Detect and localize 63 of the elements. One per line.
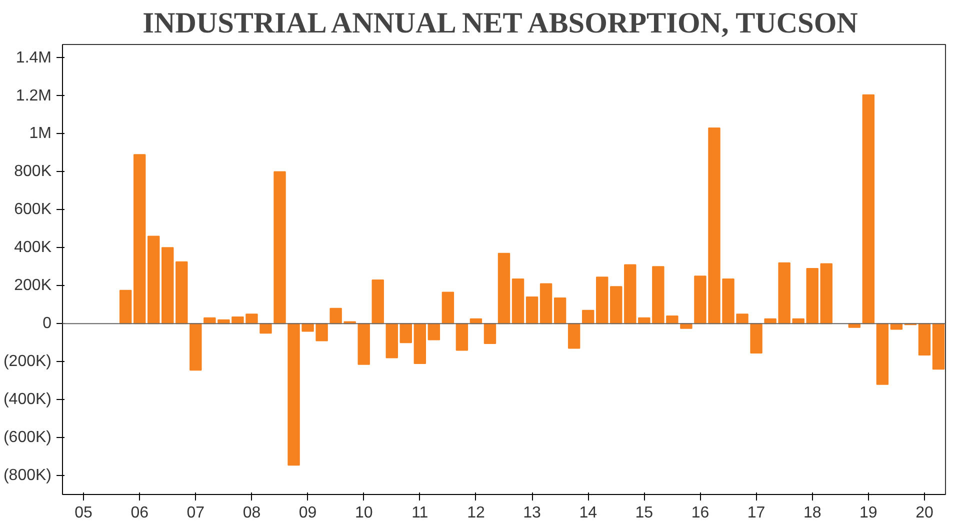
x-tick-label: 11: [412, 504, 428, 522]
chart-title: INDUSTRIAL ANNUAL NET ABSORPTION, TUCSON: [142, 8, 858, 40]
bar: [456, 323, 468, 351]
bar: [568, 323, 580, 349]
y-tick-label: 400K: [14, 239, 52, 256]
y-tick-label: 200K: [14, 277, 52, 294]
bar: [582, 310, 594, 324]
y-tick-label: 800K: [14, 163, 52, 180]
bar: [918, 323, 931, 356]
bar: [512, 278, 524, 324]
bar: [162, 247, 174, 324]
x-tick-label: 12: [467, 504, 485, 522]
bar: [400, 323, 412, 344]
bar: [484, 323, 496, 344]
x-tick-label: 08: [242, 504, 261, 522]
x-tick-label: 17: [747, 504, 766, 522]
bar: [820, 263, 832, 324]
y-tick-label: (800K): [3, 467, 52, 484]
x-tick-label: 10: [354, 504, 373, 522]
bar: [442, 292, 454, 324]
y-tick-label: 1.2M: [16, 87, 52, 104]
x-tick-label: 15: [635, 504, 654, 522]
x-tick-label: 14: [579, 504, 598, 522]
x-tick-label: 06: [130, 504, 149, 522]
bar: [526, 296, 538, 324]
y-tick-label: (400K): [3, 391, 52, 408]
x-tick-label: 19: [860, 504, 878, 522]
bar: [274, 171, 286, 324]
bar: [386, 323, 398, 358]
bar: [190, 323, 202, 371]
x-tick-label: 05: [74, 504, 93, 522]
x-tick-label: 20: [916, 504, 934, 522]
bar: [862, 94, 875, 324]
bar: [540, 283, 552, 324]
bar: [498, 252, 510, 324]
bar: [147, 236, 160, 324]
bar: [750, 323, 762, 354]
x-tick-label: 09: [298, 504, 317, 522]
x-tick-label: 18: [803, 504, 822, 522]
x-tick-label: 07: [186, 504, 205, 522]
y-tick-label: 600K: [14, 201, 52, 218]
bar: [554, 297, 566, 324]
bar: [932, 323, 945, 370]
y-tick-label: 0: [42, 315, 52, 332]
bar: [119, 290, 132, 324]
bar: [260, 323, 272, 334]
y-tick-label: 1.4M: [16, 49, 52, 66]
bar: [680, 323, 692, 329]
bar: [610, 286, 622, 324]
bar: [358, 323, 370, 365]
bar: [876, 323, 889, 385]
bar: [176, 261, 188, 324]
y-tick-label: (600K): [3, 429, 52, 446]
bar: [624, 264, 636, 324]
bar: [372, 279, 384, 324]
x-tick-label: 13: [523, 504, 542, 522]
y-tick-label: 1M: [29, 125, 52, 142]
bar: [428, 323, 440, 340]
y-tick-label: (200K): [3, 353, 52, 370]
bar: [133, 154, 146, 324]
x-tick-label: 16: [691, 504, 710, 522]
bar: [596, 276, 608, 324]
bar: [414, 323, 426, 364]
